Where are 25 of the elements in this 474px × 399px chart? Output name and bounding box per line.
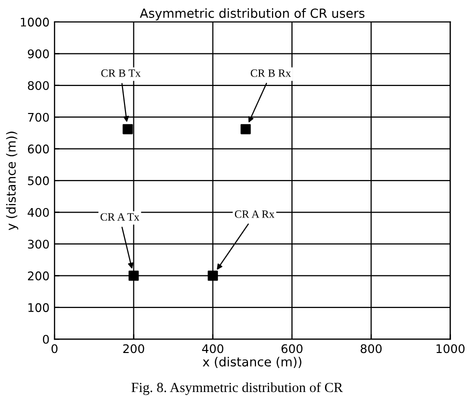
x-tick-label: 0 [52,344,58,354]
annotation: CR B Tx [101,69,141,77]
x-tick-label: 800 [360,344,382,354]
annotation: CR A Tx [100,213,140,221]
x-tick-label: 1000 [436,344,465,354]
annotation: CR B Rx [250,69,291,77]
y-tick-label: 300 [28,240,49,249]
chart-title: Asymmetric distribution of CR users [140,8,364,20]
y-tick-label: 800 [28,81,49,90]
y-tick-label: 900 [28,49,49,58]
y-tick-label: 200 [28,271,49,280]
y-tick-label: 100 [28,303,49,312]
x-tick-label: 200 [123,344,144,354]
y-tick-label: 400 [28,208,49,217]
y-tick-label: 1000 [20,18,49,27]
y-tick-label: 700 [28,112,49,122]
y-tick-label: 0 [42,334,49,344]
x-tick-label: 400 [202,344,224,354]
x-tick-label: 600 [282,344,302,354]
y-tick-label: 600 [28,144,49,154]
y-axis-title: y (distance (m)) [6,132,18,230]
annotation: CR A Rx [234,210,274,218]
y-tick-label: 500 [28,176,49,186]
caption: Fig. 8. Asymmetric distribution of CR [131,382,343,396]
x-axis-title: x (distance (m)) [202,356,302,368]
